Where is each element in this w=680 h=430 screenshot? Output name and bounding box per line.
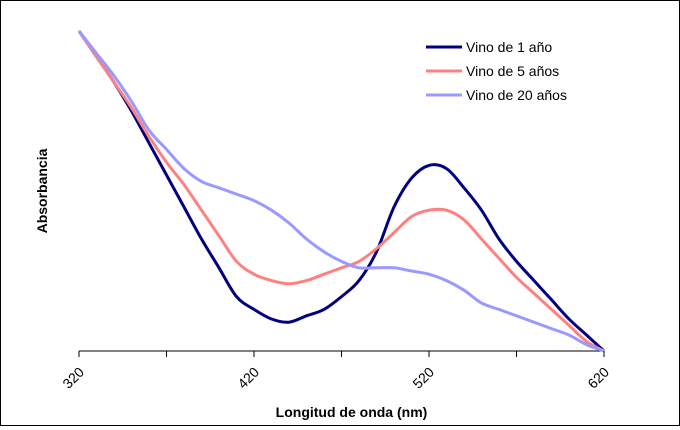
x-tick-label: 520 (409, 364, 437, 392)
x-axis-title: Longitud de onda (nm) (276, 404, 428, 420)
x-tick-label: 320 (59, 364, 87, 392)
series-line-2 (77, 30, 605, 353)
legend: Vino de 1 año Vino de 5 años Vino de 20 añ… (426, 39, 567, 103)
y-axis-title: Absorbancia (34, 148, 50, 233)
legend-label: Vino de 1 año (466, 39, 552, 55)
x-ticks: 320 420 520 620 (59, 351, 612, 392)
series-line-3 (77, 30, 605, 353)
legend-label: Vino de 5 años (466, 63, 559, 79)
series-line-1 (77, 30, 606, 353)
x-tick-label: 420 (234, 364, 262, 392)
legend-label: Vino de 20 años (466, 87, 567, 103)
x-tick-label: 620 (584, 364, 612, 392)
series-layer (77, 30, 606, 353)
